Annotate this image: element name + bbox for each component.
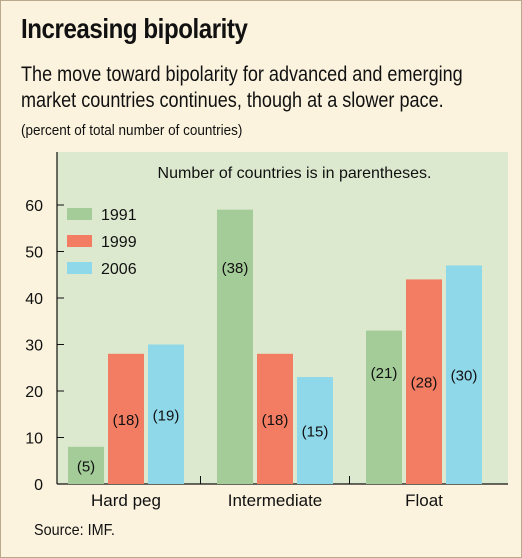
- y-tick-label: 30: [25, 338, 43, 355]
- bar-1991-float: [366, 330, 402, 484]
- bar-2006-intermediate: [297, 377, 333, 484]
- y-tick-label: 60: [25, 198, 43, 215]
- bar-1999-float: [406, 279, 442, 484]
- y-tick-label: 10: [25, 431, 43, 448]
- source-note: Source: IMF.: [34, 522, 115, 539]
- chart-subtitle: The move toward bipolarity for advanced …: [21, 63, 463, 112]
- bar-count-label: (28): [411, 375, 438, 392]
- bar-1991-intermediate: [217, 209, 253, 484]
- bar-count-label: (15): [302, 424, 329, 441]
- unit-note: (percent of total number of countries): [21, 122, 243, 139]
- bar-count-label: (18): [262, 412, 289, 429]
- bar-2006-float: [446, 265, 482, 484]
- bar-count-label: (21): [371, 365, 398, 382]
- y-tick-label: 0: [34, 477, 43, 494]
- y-tick-label: 40: [25, 291, 43, 308]
- legend-swatch-1991: [67, 208, 92, 220]
- bar-count-label: (5): [77, 458, 95, 475]
- y-tick-label: 20: [25, 384, 43, 401]
- bar-1999-intermediate: [257, 353, 293, 484]
- legend-swatch-2006: [67, 262, 92, 274]
- bar-count-label: (38): [222, 260, 249, 277]
- bar-count-label: (30): [451, 368, 478, 385]
- bar-1999-hard-peg: [108, 353, 144, 484]
- bar-count-label: (19): [153, 407, 180, 424]
- bar-1991-hard-peg: [68, 446, 104, 484]
- legend-label-1999: 1999: [101, 234, 137, 251]
- chart-title: Increasing bipolarity: [21, 13, 248, 44]
- y-tick-label: 50: [25, 245, 43, 262]
- legend-label-1991: 1991: [101, 207, 137, 224]
- bar-2006-hard-peg: [148, 344, 184, 484]
- x-category-label: Float: [405, 491, 443, 510]
- legend-swatch-1999: [67, 235, 92, 247]
- chart-annotation: Number of countries is in parentheses.: [158, 165, 432, 182]
- bar-count-label: (18): [113, 412, 140, 429]
- x-category-label: Intermediate: [228, 491, 323, 510]
- x-category-label: Hard peg: [91, 491, 161, 510]
- legend-label-2006: 2006: [101, 261, 137, 278]
